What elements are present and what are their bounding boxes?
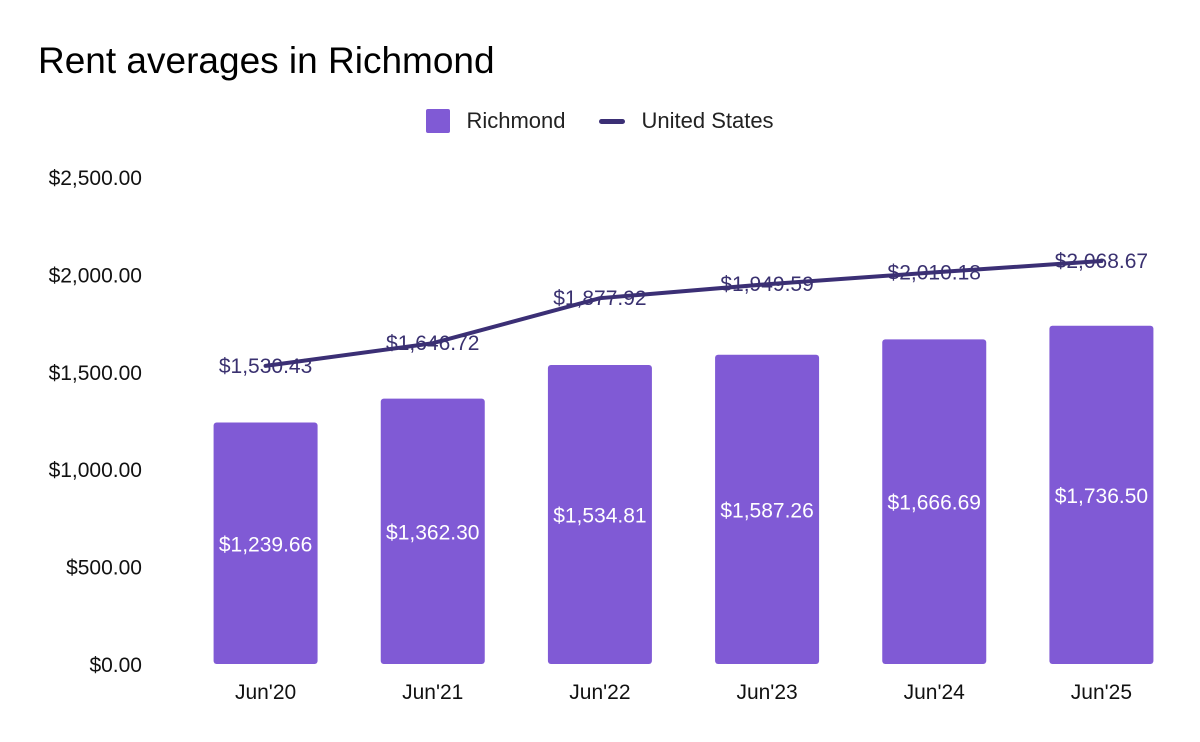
- bar-value-label: $1,587.26: [720, 499, 813, 522]
- bar-value-label: $1,362.30: [386, 521, 479, 544]
- bar-value-label: $1,736.50: [1055, 485, 1148, 508]
- bar-richmond: [213, 422, 318, 664]
- y-tick-label: $2,000.00: [49, 264, 142, 287]
- y-tick-label: $1,000.00: [49, 459, 142, 482]
- bar-value-label: $1,666.69: [888, 492, 981, 515]
- bar-value-label: $1,534.81: [553, 505, 646, 528]
- legend-label-united-states: United States: [641, 108, 774, 133]
- y-tick-label: $1,500.00: [49, 362, 142, 385]
- legend-item-united-states: United States: [599, 108, 774, 134]
- line-united-states: [263, 259, 1104, 368]
- x-tick-label: Jun'25: [1071, 681, 1132, 704]
- legend: Richmond United States: [0, 108, 1200, 134]
- line-point-label: $2,010.18: [888, 261, 981, 284]
- line-point-label: $1,877.92: [553, 287, 646, 310]
- line-point-label: $2,068.67: [1055, 250, 1148, 273]
- y-tick-label: $2,500.00: [49, 167, 142, 190]
- y-tick-label: $500.00: [66, 557, 142, 580]
- x-tick-label: Jun'23: [736, 681, 797, 704]
- line-point-label: $1,949.59: [720, 273, 813, 296]
- x-tick-label: Jun'24: [904, 681, 966, 704]
- x-tick-label: Jun'20: [235, 681, 296, 704]
- line-point-label: $1,530.43: [219, 355, 312, 378]
- bar-richmond: [1049, 325, 1154, 664]
- chart-title: Rent averages in Richmond: [38, 40, 495, 81]
- bar-value-label: $1,239.66: [219, 533, 312, 556]
- legend-swatch-united-states: [599, 118, 626, 124]
- bar-richmond: [715, 354, 820, 664]
- x-tick-label: Jun'21: [402, 681, 463, 704]
- y-tick-label: $0.00: [89, 654, 142, 677]
- legend-swatch-richmond: [426, 109, 451, 133]
- bar-richmond: [882, 339, 987, 664]
- legend-label-richmond: Richmond: [466, 108, 566, 133]
- legend-item-richmond: Richmond: [426, 108, 565, 134]
- bar-richmond: [547, 365, 652, 664]
- line-point-label: $1,646.72: [386, 332, 479, 355]
- x-tick-label: Jun'22: [569, 681, 630, 704]
- bar-richmond: [380, 398, 485, 664]
